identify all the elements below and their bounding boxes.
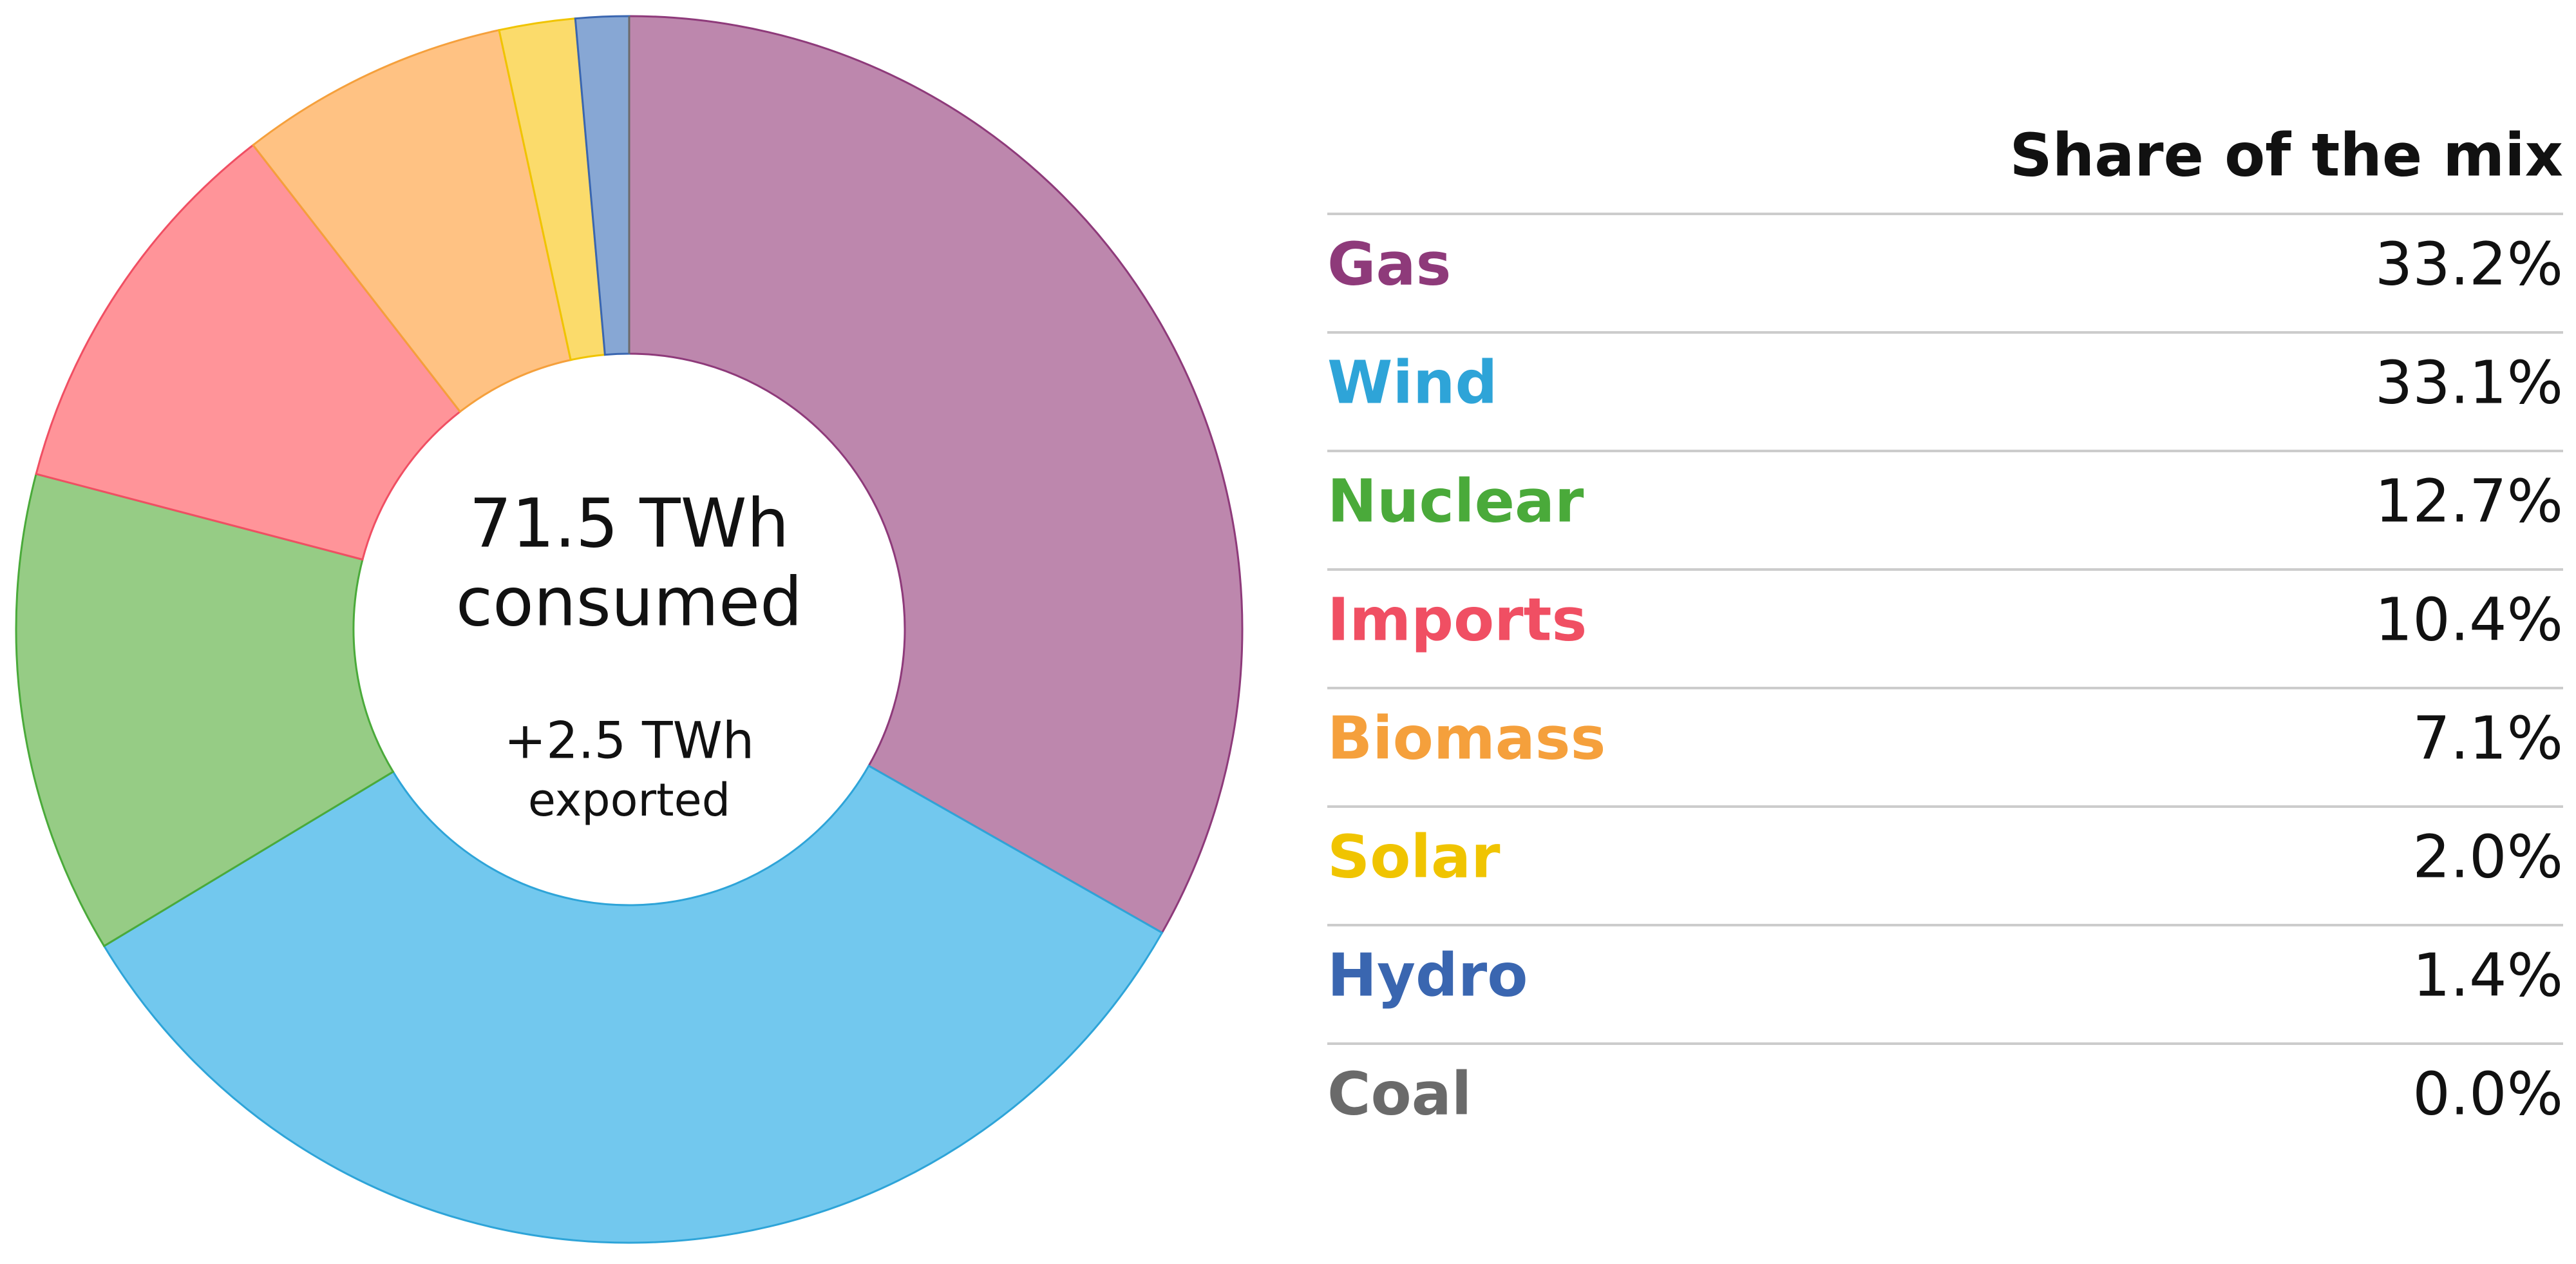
legend-label: Wind [1327,348,1497,417]
legend-label: Solar [1327,822,1501,891]
donut-slice [102,764,1164,1244]
legend-label: Biomass [1327,704,1605,772]
value-label: 2.0% [2412,822,2563,891]
value-label: 33.2% [2375,229,2563,298]
legend-label: Coal [1327,1059,1472,1128]
center-sublabel: +2.5 TWh [504,712,754,770]
value-label: 12.7% [2375,466,2563,535]
legend-label: Hydro [1327,941,1528,1010]
donut-slice [251,28,572,414]
value-label: 1.4% [2412,941,2563,1010]
legend-label: Imports [1327,585,1587,654]
value-label: 7.1% [2412,704,2563,772]
center-label: 71.5 TWh [469,484,790,562]
table-header: Share of the mix [2009,120,2563,189]
legend-label: Gas [1327,229,1451,298]
center-label: consumed [456,562,802,641]
center-sublabel: exported [528,774,730,827]
value-label: 33.1% [2375,348,2563,417]
value-label: 0.0% [2412,1059,2563,1128]
legend-label: Nuclear [1327,466,1584,535]
donut-slice [35,144,462,561]
donut-slice [628,15,1244,934]
value-label: 10.4% [2375,585,2563,654]
donut-slice [15,472,395,948]
